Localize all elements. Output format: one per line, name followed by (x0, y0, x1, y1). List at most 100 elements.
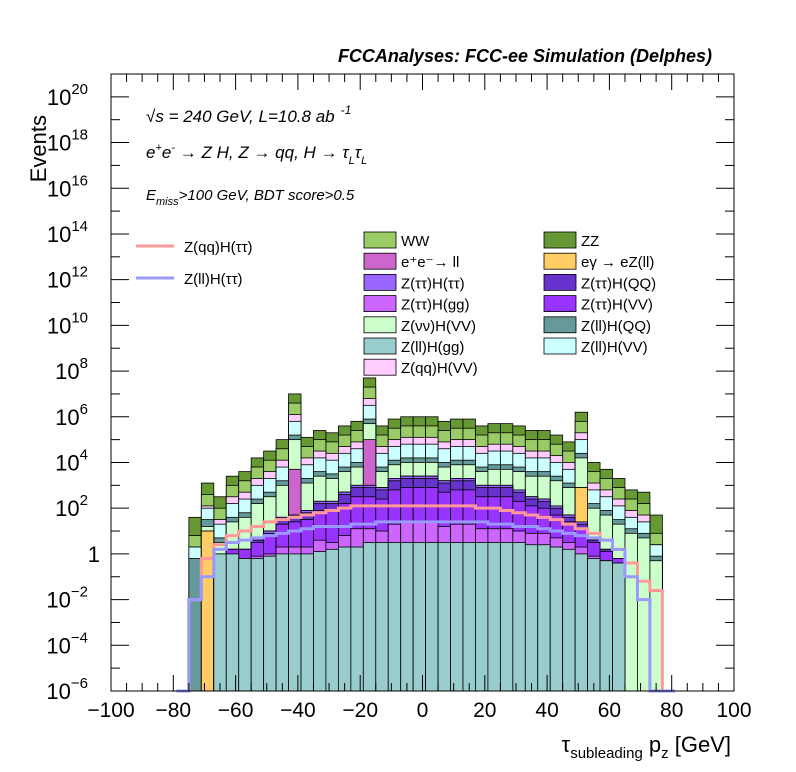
x-tick-label: 0 (417, 699, 429, 722)
x-axis-tau: τ (562, 732, 571, 757)
process-annotation: e+e- → Z H, Z → qq, H → τLτL (146, 142, 367, 167)
legend-swatch (543, 316, 577, 334)
x-axis-pz: p (643, 732, 661, 757)
bar-zll_hgg-10 (313, 551, 327, 692)
y-tick-label: 1 (88, 542, 100, 567)
process-part-5: L (349, 155, 355, 167)
y-tick-label: 102 (55, 492, 88, 521)
bar-zll_hgg-19 (425, 542, 439, 692)
energy-annotation: √s = 240 GeV, L=10.8 ab -1 (146, 103, 351, 126)
cut-annotation: Emiss>100 GeV, BDT score>0.5 (146, 187, 355, 208)
bar-zll_hgg-17 (400, 542, 414, 692)
bar-zll_hgg-28 (537, 544, 551, 692)
x-tick-label: 100 (716, 699, 751, 722)
cut-rest: >100 GeV, BDT score>0.5 (179, 187, 355, 204)
bar-zll_hgg-30 (562, 548, 576, 692)
legend-swatch (543, 295, 577, 313)
process-part-6: τ (355, 143, 363, 162)
bar-zll_hgg-8 (288, 553, 302, 692)
bar-zll_hgg-29 (549, 546, 564, 692)
process-part-0: e (146, 143, 155, 162)
x-tick-label: 60 (598, 699, 621, 722)
bar-zll_hgg-13 (350, 546, 364, 692)
x-tick-label: −60 (218, 699, 254, 722)
x-tick-label: −40 (280, 699, 316, 722)
y-tick-label: 104 (55, 446, 88, 475)
x-tick-label: 20 (473, 699, 496, 722)
process-part-1: + (155, 142, 162, 154)
y-tick-label: 1020 (47, 81, 88, 110)
legend-label: Z(ll)H(VV) (581, 339, 648, 356)
x-axis-z: z (661, 745, 669, 762)
bar-zll_hgg-6 (263, 555, 277, 692)
bar-zll_hgg-18 (412, 542, 427, 692)
legend-label: Z(ττ)H(QQ) (581, 275, 656, 292)
bar-zll_hgg-25 (499, 542, 514, 692)
legend-label: Z(ττ)H(gg) (401, 297, 470, 314)
x-axis-subleading: subleading (570, 745, 643, 762)
signal-line-1 (176, 520, 675, 693)
legend-label: Z(ττ)H(ττ) (401, 275, 465, 292)
bar-zll_hgg-26 (512, 542, 526, 692)
bar-zll_hgg-11 (325, 548, 339, 692)
plot-frame (110, 73, 735, 692)
bar-zll_hgg-22 (462, 542, 476, 692)
x-tick-label: −100 (87, 699, 134, 722)
legend-signal-label: Z(ll)H(ττ) (184, 271, 243, 288)
bar-zll_hgg-27 (524, 544, 539, 692)
bar-zll_hgg-7 (275, 553, 289, 692)
legend-swatch (543, 273, 577, 291)
bar-zll_hgg-32 (587, 558, 601, 692)
bar-zll_hgg-2 (213, 553, 227, 692)
process-part-4: → Z H, Z → qq, H → τ (175, 143, 350, 162)
y-tick-label: 108 (55, 355, 88, 384)
cut-e: E (146, 187, 157, 204)
bar-zll_hgg-15 (375, 542, 389, 692)
bar-zll_hgg-9 (300, 553, 314, 692)
process-part-7: L (361, 155, 367, 167)
bar-zll_hgg-24 (487, 542, 501, 692)
bar-zll_hgg-20 (437, 542, 451, 692)
bar-zll_hgg-33 (599, 560, 613, 692)
chart-title: FCCAnalyses: FCC-ee Simulation (Delphes) (338, 46, 712, 66)
legend-swatch (363, 337, 397, 355)
y-tick-label: 10−2 (46, 584, 88, 613)
legend-swatch (543, 252, 577, 270)
bar-zll_hgg-23 (475, 542, 489, 692)
legend-swatch (363, 252, 397, 270)
bar-zll_hgg-12 (337, 546, 352, 692)
axes: −100 −80 −60 −40 −20 0 20 40 60 80 100 10−6 10−4 10−2… (46, 73, 752, 722)
process-part-2: e (162, 143, 171, 162)
x-tick-label: 40 (535, 699, 558, 722)
bar-znunu_hvv-37 (649, 560, 663, 692)
bar-zll_hgg-3 (225, 553, 240, 692)
legend-swatch (363, 316, 397, 334)
stacked-histogram (188, 377, 663, 692)
background-legend: WW e⁺e⁻→ ll Z(ττ)H(ττ) Z(ττ)H(gg) Z(νν)H(VV)… (363, 231, 656, 377)
legend-label: eγ → eZ(ll) (581, 254, 654, 271)
x-tick-label: 80 (660, 699, 683, 722)
legend-label: Z(ll)H(gg) (401, 339, 464, 356)
legend-swatch (363, 295, 397, 313)
y-tick-label: 1018 (47, 127, 88, 156)
bar-zll_hgg-16 (387, 542, 402, 692)
bar-zll_hgg-34 (612, 562, 626, 692)
y-tick-label: 106 (55, 401, 88, 430)
y-tick-label: 1014 (47, 218, 88, 247)
bar-zll_hgg-14 (362, 542, 377, 692)
legend-swatch (543, 231, 577, 249)
cut-miss: miss (156, 196, 179, 208)
bar-zll_hgg-31 (574, 553, 588, 692)
bar-znunu_hvv-36 (637, 537, 651, 692)
y-tick-label: 1012 (47, 264, 88, 293)
legend-swatch (363, 273, 397, 291)
y-tick-label: 1010 (47, 309, 88, 338)
legend-label: WW (401, 233, 430, 250)
lumi-exponent: -1 (341, 103, 352, 117)
y-tick-label: 1016 (47, 172, 88, 201)
x-axis-unit: [GeV] (669, 732, 731, 757)
legend-label: Z(ll)H(QQ) (581, 318, 651, 335)
legend-label: Z(ττ)H(VV) (581, 297, 653, 314)
legend-label: ZZ (581, 233, 599, 250)
